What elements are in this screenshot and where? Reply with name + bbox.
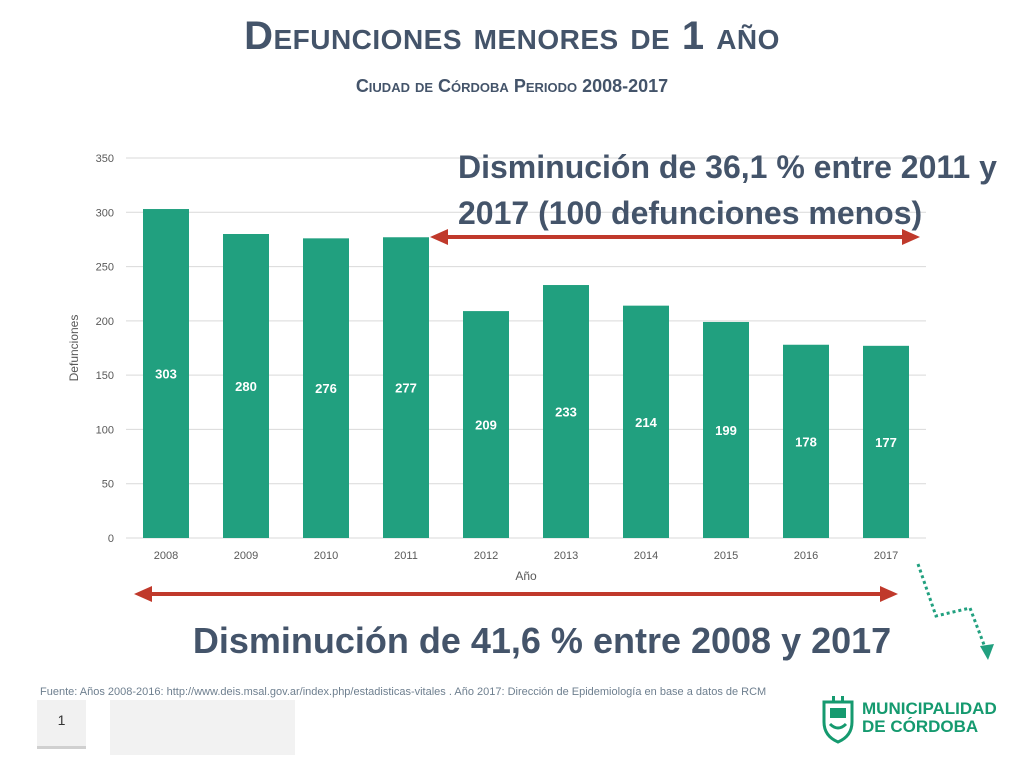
footer-placeholder: [110, 700, 295, 755]
data-label: 280: [235, 379, 257, 394]
y-tick-label: 0: [108, 533, 114, 545]
data-label: 214: [635, 415, 657, 430]
y-tick-label: 100: [96, 424, 114, 436]
x-tick-label: 2008: [154, 550, 178, 562]
arrow-2011-2017-left-head: [430, 229, 448, 245]
dotted-arrow-head: [980, 644, 994, 660]
x-tick-label: 2016: [794, 550, 818, 562]
y-tick-label: 300: [96, 207, 114, 219]
y-tick-label: 50: [102, 479, 114, 491]
arrow-2008-2017-left-head: [134, 586, 152, 602]
y-tick-label: 350: [96, 153, 114, 165]
bar: [783, 344, 829, 538]
x-axis-title: Año: [515, 569, 537, 583]
data-label: 277: [395, 381, 417, 396]
bar: [223, 234, 269, 538]
bar: [463, 311, 509, 538]
data-label: 177: [875, 435, 897, 450]
arrow-2008-2017-right-head: [880, 586, 898, 602]
city-shield-icon: [822, 696, 854, 744]
x-tick-label: 2012: [474, 550, 498, 562]
source-note: Fuente: Años 2008-2016: http://www.deis.…: [40, 686, 767, 698]
bar: [143, 209, 189, 538]
arrow-2011-2017-right-head: [902, 229, 920, 245]
y-tick-label: 250: [96, 262, 114, 274]
logo-line-2: DE CÓRDOBA: [862, 717, 979, 736]
bar: [703, 321, 749, 538]
data-label: 276: [315, 381, 337, 396]
bar: [303, 238, 349, 539]
municipalidad-logo: MUNICIPALIDAD DE CÓRDOBA: [818, 692, 1018, 744]
page-number: 1: [57, 712, 66, 728]
annotation-2008-2017: Disminución de 41,6 % entre 2008 y 2017: [192, 620, 892, 661]
x-tick-label: 2011: [394, 550, 418, 562]
dotted-arrow-line: [916, 563, 988, 651]
data-label: 209: [475, 418, 497, 433]
page-subtitle: Ciudad de Córdoba Periodo 2008-2017: [355, 76, 669, 96]
x-tick-label: 2014: [634, 550, 658, 562]
logo-line-1: MUNICIPALIDAD: [862, 699, 997, 718]
annotation-2011-2017: Disminución de 36,1 % entre 2011 y 2017 …: [458, 149, 997, 231]
y-axis-title: Defunciones: [67, 315, 81, 382]
x-tick-label: 2013: [554, 550, 578, 562]
x-tick-label: 2017: [874, 550, 898, 562]
bar: [543, 285, 589, 538]
x-tick-label: 2009: [234, 550, 258, 562]
data-label: 303: [155, 367, 177, 382]
data-label: 199: [715, 423, 737, 438]
page-title: Defunciones menores de 1 año: [244, 14, 780, 58]
bar: [863, 345, 909, 538]
x-tick-label: 2015: [714, 550, 738, 562]
bar: [623, 305, 669, 538]
bar: [383, 237, 429, 538]
y-tick-label: 200: [96, 316, 114, 328]
data-label: 233: [555, 405, 577, 420]
data-label: 178: [795, 434, 817, 449]
page-number-box: 1: [37, 700, 86, 749]
y-tick-label: 150: [96, 370, 114, 382]
x-tick-label: 2010: [314, 550, 338, 562]
